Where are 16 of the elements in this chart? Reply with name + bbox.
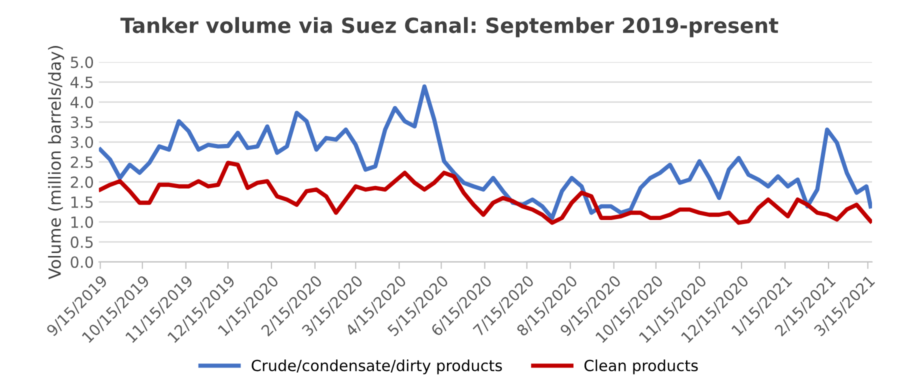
y-tick-label: 2.0: [70, 176, 94, 188]
y-tick-label: 4.0: [70, 96, 94, 108]
y-tick-label: 3.0: [70, 136, 94, 148]
legend-label: Crude/condensate/dirty products: [252, 359, 502, 374]
y-tick-label: 2.5: [70, 156, 93, 168]
y-tick-label: 0.5: [70, 236, 93, 248]
legend-label: Clean products: [584, 359, 698, 374]
y-tick-label: 1.5: [71, 196, 93, 208]
chart-title: Tanker volume via Suez Canal: September 2019-present: [120, 17, 778, 38]
y-tick-label: 0.0: [70, 256, 94, 268]
y-tick-label: 4.5: [70, 76, 93, 88]
y-tick-label: 1.0: [71, 216, 94, 228]
y-tick-label: 5.0: [70, 56, 94, 68]
line-series: [98, 84, 872, 220]
line-series: [98, 160, 872, 225]
y-tick-label: 3.5: [70, 116, 93, 128]
